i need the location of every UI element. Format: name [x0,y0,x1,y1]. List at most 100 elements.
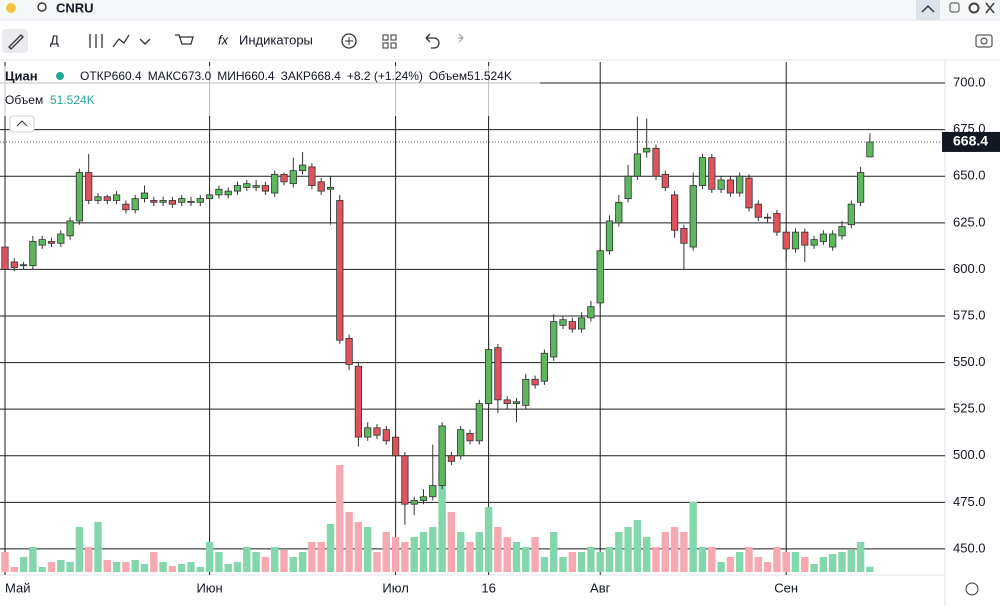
candle-body [540,352,549,382]
window-button[interactable] [949,2,960,13]
candle-body [782,231,790,250]
last-price-badge [942,131,1000,152]
volume-bar [224,564,232,572]
volume-bar [419,532,428,572]
volume-bar [726,557,735,572]
volume-bar [354,522,363,572]
candle-body [19,264,28,267]
settings-button[interactable] [965,582,979,596]
volume-bar [122,562,130,572]
candle-body [326,187,335,190]
candle-body [698,157,707,186]
x-tick-label: Июн [196,580,222,595]
symbol-name: Циан [5,68,38,83]
volume-bar [680,532,688,572]
candle-body [308,166,316,186]
candle-body [150,200,158,203]
camera-lens [980,37,988,45]
candle-body [484,349,493,404]
volume-bar [271,547,279,572]
candle-body [336,200,344,341]
candles-icon[interactable] [89,34,103,48]
volume-bar [150,552,158,572]
volume-bar [38,567,46,572]
volume-bar [531,537,539,572]
volume-bar [140,564,149,572]
candle-body [847,203,855,226]
y-tick-label: 450.0 [953,540,986,555]
candle-body [587,306,595,319]
candle-body [345,337,353,365]
volume-bar [103,560,111,572]
interval[interactable]: Д [50,32,59,47]
volume-bar [326,524,335,572]
volume-bar [364,527,372,572]
add-button[interactable] [341,33,357,49]
volume-bar [661,532,669,572]
y-tick-label: 475.0 [953,494,986,509]
candle-body [764,216,772,219]
camera-icon[interactable] [975,34,993,48]
y-tick-label: 600.0 [953,261,986,276]
candle-body [410,500,418,505]
layout-icon[interactable] [382,34,397,49]
settings-button[interactable] [968,2,980,14]
dropdown[interactable] [139,38,151,45]
volume-bar [568,552,576,572]
symbol[interactable]: CNRU [56,0,94,15]
redo[interactable] [458,33,464,43]
volume-bar [47,562,56,572]
title-bar [0,0,1000,20]
candle-body [717,179,725,190]
volume-bar [615,532,623,572]
candle-body [271,173,279,194]
volume-bar [391,537,400,572]
volume-bar [66,562,74,572]
volume-bar [429,527,437,572]
y-tick-label: 550.0 [953,354,986,369]
volume-bar [801,557,809,572]
candle-body [47,241,56,244]
candle-body [801,231,809,246]
collapse-legend[interactable] [9,115,35,133]
status-dot [56,72,64,80]
candle-body [233,185,242,192]
indicators[interactable]: Индикаторы [239,32,313,47]
collapse-button[interactable] [916,0,940,20]
volume-bar [708,547,716,572]
undo[interactable] [425,33,440,49]
candle-body [745,177,753,209]
candle-body [168,200,176,205]
candle-body [438,425,446,486]
volume-bar [791,552,800,572]
candle-body [140,192,149,199]
volume-bar [577,552,586,572]
volume-bar [466,542,474,572]
volume-bar [810,564,818,572]
volume-bar [624,527,632,572]
candle-body [252,185,260,188]
volume-bar [838,552,846,572]
volume-bar [252,552,260,572]
x-tick-label: Июл [382,580,408,595]
candle-body [503,399,511,404]
search-icon[interactable] [37,2,47,12]
volume-bar [336,465,344,572]
cart-icon[interactable] [175,34,194,45]
volume-bar [782,552,790,572]
candle-body [643,147,651,153]
candle-body [773,213,781,233]
candle-body [280,173,288,183]
volume-bar [187,562,195,572]
volume-bar [587,547,595,572]
candle-body [354,365,363,438]
fx-icon[interactable]: fx [218,32,229,47]
volume-bar [866,566,874,572]
line-icon[interactable] [112,34,130,48]
volume-bar [754,557,762,572]
candle-body [475,403,483,442]
volume-bar [605,547,614,572]
candle-body [298,164,307,172]
volume-bar [215,552,223,572]
close-button[interactable] [985,2,995,14]
